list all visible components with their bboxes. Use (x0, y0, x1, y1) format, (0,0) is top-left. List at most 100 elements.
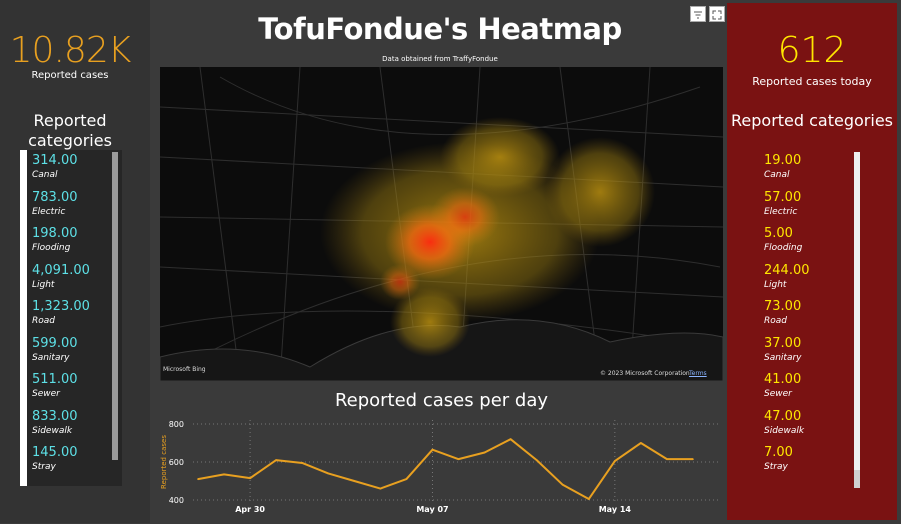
page-subtitle: Data obtained from TraffyFondue (382, 55, 498, 63)
data-point (692, 458, 694, 460)
category-value: 19.00 (764, 153, 802, 168)
page-title: TofuFondue's Heatmap (258, 12, 622, 46)
category-name: Flooding (32, 243, 71, 253)
data-point (614, 460, 616, 462)
category-value: 73.00 (764, 299, 802, 314)
data-point (666, 458, 668, 460)
data-point (561, 484, 564, 486)
focus-mode-icon[interactable] (709, 6, 725, 22)
category-value: 47.00 (764, 408, 802, 424)
cases-per-day-chart[interactable]: 400 600 800 Apr 30 May 07 May 14 Reported case… (158, 412, 724, 520)
data-point (640, 442, 642, 444)
heat-north (440, 117, 560, 197)
category-item[interactable]: 5.00 Flooding (764, 226, 849, 254)
data-point (431, 448, 434, 451)
category-item[interactable]: 19.00 Canal (764, 153, 849, 181)
left-list-scrollbar[interactable] (112, 152, 118, 460)
category-name: Light (32, 279, 55, 290)
map-terms-link[interactable]: Terms (689, 370, 707, 377)
x-tick-label: May 07 (416, 505, 448, 514)
data-point (353, 480, 356, 482)
category-value: 198.00 (32, 226, 78, 241)
category-name: Light (764, 279, 787, 290)
category-name: Sanitary (32, 352, 70, 363)
left-list-accent-bar (20, 150, 27, 486)
heat-east (545, 137, 655, 247)
data-point (275, 459, 277, 461)
y-tick-label: 400 (169, 496, 184, 505)
total-cases-label: Reported cases (31, 70, 109, 81)
left-categories-list[interactable]: 314.00 Canal 783.00 Electric 198.00 Flooding 4… (20, 150, 122, 486)
data-point (483, 451, 486, 454)
category-item[interactable]: 511.00 Sewer (32, 372, 117, 400)
y-tick-label: 800 (169, 420, 184, 429)
category-item[interactable]: 7.00 Stray (764, 445, 849, 473)
total-cases-kpi: 10.82K (9, 30, 132, 71)
filter-icon[interactable] (690, 6, 706, 22)
category-name: Electric (32, 206, 66, 217)
category-value: 37.00 (764, 335, 802, 351)
category-item[interactable]: 1,323.00 Road (32, 299, 117, 327)
category-value: 7.00 (764, 445, 793, 460)
category-item[interactable]: 47.00 Sidewalk (764, 409, 849, 437)
category-item[interactable]: 145.00 Stray (32, 445, 117, 473)
category-item[interactable]: 37.00 Sanitary (764, 336, 849, 364)
category-value: 511.00 (32, 372, 78, 387)
category-name: Stray (32, 462, 56, 472)
category-name: Sanitary (764, 352, 802, 363)
category-item[interactable]: 314.00 Canal (32, 153, 117, 181)
map-copyright: © 2023 Microsoft Corporation (600, 370, 690, 377)
category-name: Sewer (32, 389, 60, 399)
data-point (535, 459, 538, 461)
data-point (249, 477, 251, 479)
category-item[interactable]: 198.00 Flooding (32, 226, 117, 254)
left-categories-title: Reported categories (28, 111, 112, 150)
category-name: Canal (32, 170, 58, 180)
category-value: 41.00 (764, 372, 802, 387)
right-categories-list[interactable]: 19.00 Canal 57.00 Electric 5.00 Flooding 244.0… (760, 150, 866, 488)
category-name: Canal (764, 170, 790, 180)
category-item[interactable]: 57.00 Electric (764, 190, 849, 218)
series-line (197, 438, 693, 501)
category-name: Stray (764, 462, 788, 472)
category-item[interactable]: 73.00 Road (764, 299, 849, 327)
chart-title: Reported cases per day (334, 390, 549, 411)
y-tick-label: 600 (169, 458, 184, 467)
category-item[interactable]: 599.00 Sanitary (32, 336, 117, 364)
category-item[interactable]: 833.00 Sidewalk (32, 409, 117, 437)
map-logo: Microsoft Bing (163, 366, 206, 373)
data-point (509, 438, 512, 440)
category-value: 833.00 (32, 408, 78, 424)
data-point (223, 473, 225, 476)
today-cases-kpi: 612 (777, 30, 847, 71)
category-item[interactable]: 4,091.00 Light (32, 263, 117, 291)
heat-south (390, 287, 470, 357)
x-tick-label: May 14 (599, 505, 632, 514)
category-value: 145.00 (32, 445, 78, 460)
category-name: Road (764, 316, 787, 326)
right-categories-title: Reported categories (731, 111, 893, 130)
heatmap-map[interactable] (160, 67, 723, 381)
x-tick-label: Apr 30 (235, 505, 265, 514)
data-point (197, 478, 199, 480)
category-name: Sidewalk (32, 425, 73, 436)
category-name: Sewer (764, 389, 792, 399)
right-panel (727, 3, 897, 520)
data-point (587, 498, 590, 500)
heat-core-2 (430, 187, 500, 247)
category-value: 244.00 (764, 262, 810, 278)
category-name: Electric (764, 206, 798, 217)
category-item[interactable]: 244.00 Light (764, 263, 849, 291)
data-point (405, 478, 408, 480)
category-value: 4,091.00 (32, 262, 90, 278)
category-value: 314.00 (32, 153, 78, 168)
category-item[interactable]: 41.00 Sewer (764, 372, 849, 400)
category-value: 57.00 (764, 189, 802, 205)
data-point (457, 458, 460, 460)
category-item[interactable]: 783.00 Electric (32, 190, 117, 218)
category-name: Road (32, 316, 55, 326)
category-name: Sidewalk (764, 425, 805, 436)
today-cases-label: Reported cases today (752, 75, 872, 88)
category-value: 783.00 (32, 189, 78, 205)
right-list-scrollbar[interactable] (854, 152, 860, 470)
